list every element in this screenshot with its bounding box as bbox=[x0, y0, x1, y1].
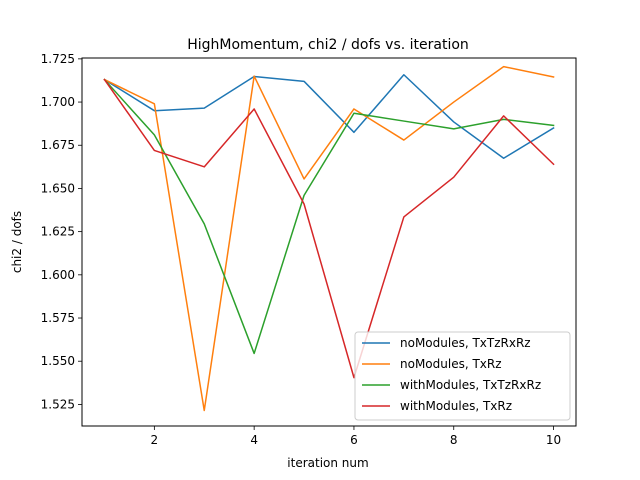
x-tick-label: 2 bbox=[151, 433, 159, 447]
series-line-4 bbox=[103, 78, 555, 379]
chart-title: HighMomentum, chi2 / dofs vs. iteration bbox=[187, 37, 469, 53]
plot-frame bbox=[81, 57, 577, 427]
legend-label: withModules, TxRz bbox=[400, 399, 512, 413]
series-line-1 bbox=[103, 74, 555, 159]
y-tick-label: 1.550 bbox=[41, 354, 75, 368]
y-tick-label: 1.625 bbox=[41, 225, 75, 239]
x-tick-label: 6 bbox=[350, 433, 358, 447]
series-line-3 bbox=[103, 78, 555, 355]
y-axis-ticks: 1.525 1.550 1.575 1.600 1.625 1.650 1.675 1.700… bbox=[41, 52, 82, 411]
legend-label: noModules, TxRz bbox=[400, 357, 502, 371]
legend-label: noModules, TxTzRxRz bbox=[400, 336, 531, 350]
series-line-2 bbox=[103, 65, 555, 412]
legend-box bbox=[354, 331, 571, 421]
y-tick-label: 1.675 bbox=[41, 138, 75, 152]
y-tick-label: 1.600 bbox=[41, 268, 75, 282]
series-lines bbox=[103, 65, 555, 412]
y-tick-label: 1.525 bbox=[41, 397, 75, 411]
y-tick-label: 1.725 bbox=[41, 52, 75, 66]
x-axis-label: iteration num bbox=[287, 456, 368, 470]
x-tick-label: 10 bbox=[546, 433, 561, 447]
y-tick-label: 1.575 bbox=[41, 311, 75, 325]
legend: noModules, TxTzRxRz noModules, TxRz withMo… bbox=[354, 331, 571, 421]
x-tick-label: 8 bbox=[450, 433, 458, 447]
y-axis-label: chi2 / dofs bbox=[10, 211, 24, 273]
x-axis-ticks: 2 4 6 8 10 bbox=[151, 426, 561, 447]
y-tick-label: 1.650 bbox=[41, 181, 75, 195]
x-tick-label: 4 bbox=[250, 433, 258, 447]
legend-label: withModules, TxTzRxRz bbox=[400, 378, 541, 392]
y-tick-label: 1.700 bbox=[41, 95, 75, 109]
